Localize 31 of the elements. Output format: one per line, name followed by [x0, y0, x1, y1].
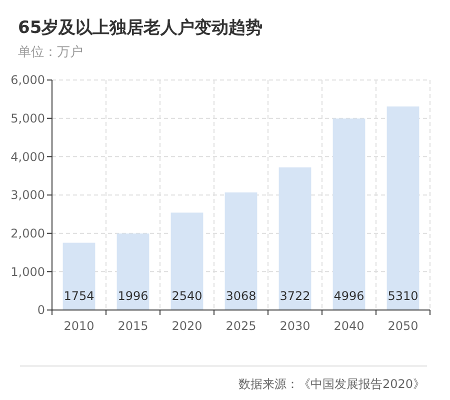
- chart-title: 65岁及以上独居老人户变动趋势: [18, 18, 263, 38]
- bar: [224, 192, 258, 310]
- y-tick-label: 0: [37, 303, 45, 318]
- data-label: 1754: [64, 289, 94, 303]
- data-label: 3068: [226, 289, 256, 303]
- x-tick-label: 2050: [388, 319, 418, 333]
- bar: [116, 233, 150, 310]
- x-tick-label: 2010: [64, 319, 94, 333]
- x-tick-label: 2040: [334, 319, 364, 333]
- data-label: 4996: [334, 289, 364, 303]
- data-label: 1996: [118, 289, 148, 303]
- bar: [170, 212, 204, 310]
- data-label: 3722: [280, 289, 310, 303]
- bar: [278, 167, 312, 310]
- y-tick-label: 3,000: [10, 188, 45, 202]
- source-note: 数据来源：《中国发展报告2020》: [238, 377, 425, 391]
- bar: [386, 106, 420, 310]
- bar: [62, 242, 96, 310]
- y-tick-label: 4,000: [10, 150, 45, 164]
- y-tick-label: 6,000: [10, 73, 45, 88]
- x-tick-label: 2030: [280, 319, 310, 333]
- x-tick-label: 2015: [118, 319, 148, 333]
- y-tick-label: 1,000: [10, 264, 45, 279]
- data-label: 5310: [388, 289, 418, 303]
- chart-subtitle: 单位：万户: [18, 45, 83, 60]
- bar: [332, 118, 366, 310]
- x-tick-label: 2025: [226, 319, 256, 333]
- x-tick-label: 2020: [172, 319, 202, 333]
- y-tick-label: 5,000: [10, 112, 45, 126]
- data-label: 2540: [172, 289, 202, 303]
- y-tick-label: 2,000: [10, 226, 45, 241]
